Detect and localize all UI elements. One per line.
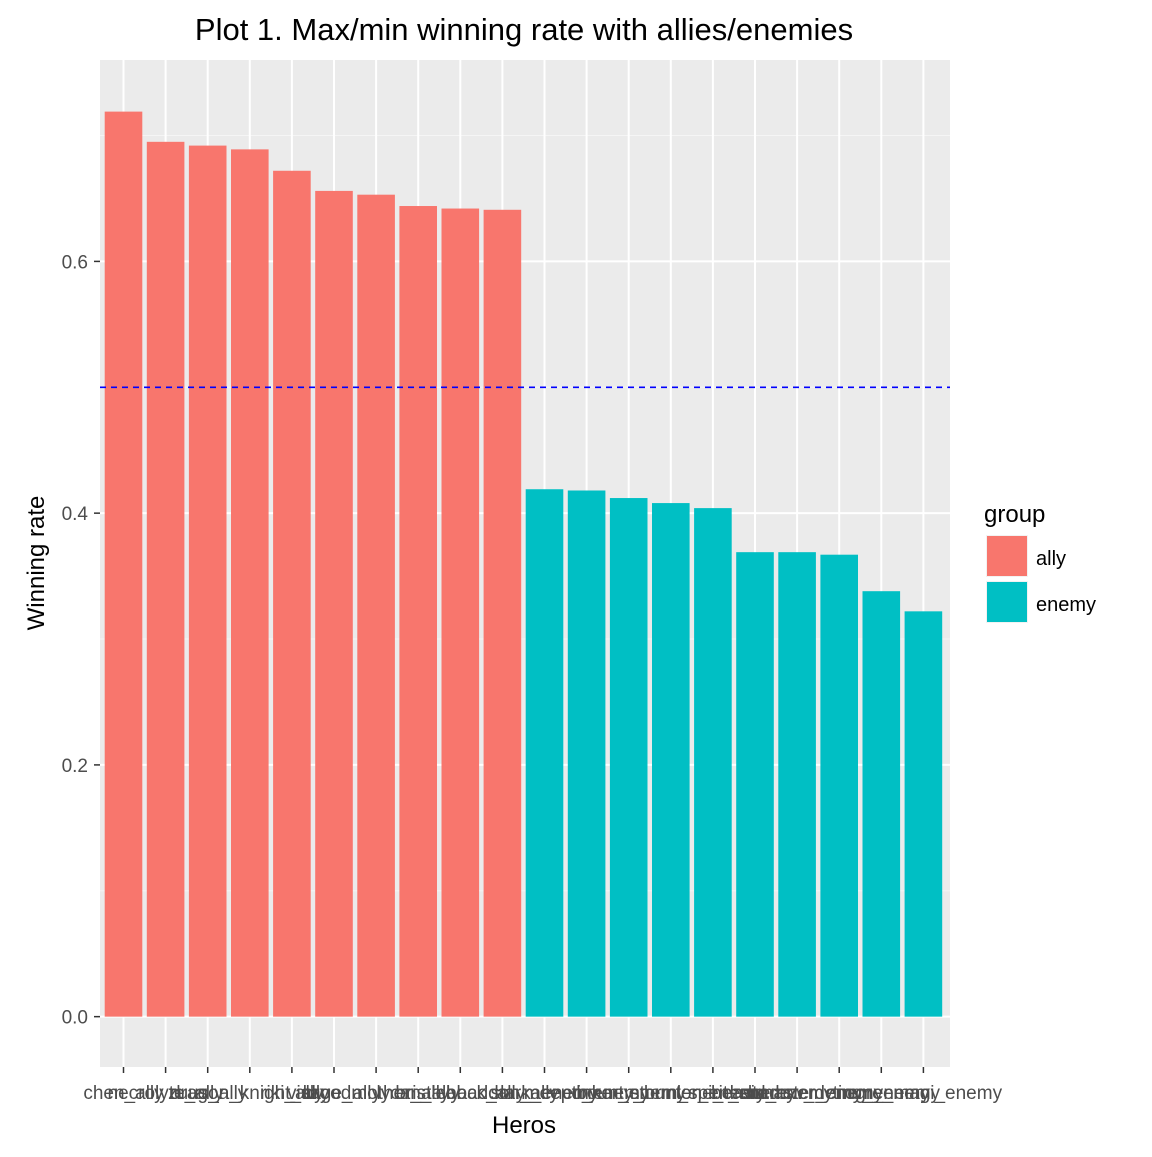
x-tick-label: riki_ally [260, 1083, 324, 1104]
bar-beastmaster_enemy [778, 552, 816, 1017]
bar-lone_druid_enemy [736, 552, 774, 1017]
x-tick-label: lycan_ally [376, 1083, 460, 1104]
bars [104, 111, 943, 1017]
bar-broodmother_ally [357, 194, 395, 1017]
x-tick-label: slark_enemy [491, 1083, 599, 1104]
x-tick-label: shadow_demon_enemy [738, 1083, 940, 1104]
x-axis-label: Heros [492, 1112, 556, 1139]
legend-label-ally: ally [1036, 548, 1066, 570]
bar-bristleback_ally [441, 208, 480, 1017]
y-axis-label: Winning rate [23, 496, 50, 631]
x-tick-label: visage_ally [287, 1083, 381, 1104]
x-tick-label: necrolyte_ally [108, 1083, 225, 1104]
x-axis: chen_allynecrolyte_allyzuus_allydragon_k… [83, 1067, 1003, 1104]
x-tick-label: lone_druid_enemy [677, 1083, 834, 1104]
bar-abaddon_ally [483, 209, 522, 1017]
legend-swatch-ally [987, 536, 1027, 576]
legend: group ally enemy [984, 501, 1096, 623]
x-tick-label: broodmother_ally [303, 1083, 450, 1104]
x-tick-label: abaddon_ally [446, 1083, 560, 1104]
bar-ogre_magi_enemy [904, 611, 943, 1017]
y-axis: 0.0 0.2 0.4 0.6 [62, 252, 100, 1029]
bar-chen_ally [104, 111, 143, 1017]
bar-slark_enemy [525, 489, 564, 1017]
x-tick-label: ogre_magi_enemy [845, 1083, 1003, 1104]
y-tick-label: 0.2 [62, 756, 88, 777]
x-tick-label: chen_ally [83, 1083, 164, 1104]
x-tick-label: bounty_hunter_enemy [576, 1083, 766, 1104]
bar-shadow_demon_enemy [820, 554, 858, 1017]
bar-bounty_hunter_enemy [652, 503, 690, 1017]
x-tick-label: tiny_enemy [833, 1083, 931, 1104]
x-tick-label: storm_spirit_enemy [630, 1083, 796, 1104]
legend-swatch-enemy [987, 582, 1027, 622]
legend-title: group [984, 501, 1045, 528]
x-tick-label: meepo_enemy [524, 1083, 650, 1104]
x-tick-label: dragon_knight_ally [170, 1083, 330, 1104]
chart-title: Plot 1. Max/min winning rate with allies… [195, 12, 853, 47]
bar-tiny_enemy [862, 591, 901, 1017]
legend-label-enemy: enemy [1036, 594, 1096, 616]
y-tick-label: 0.4 [62, 504, 89, 525]
bar-visage_ally [315, 190, 353, 1017]
x-tick-label: zuus_ally [168, 1083, 248, 1104]
y-tick-label: 0.0 [62, 1008, 88, 1029]
x-tick-label: beastmaster_enemy [711, 1083, 884, 1104]
bar-riki_ally [273, 170, 311, 1017]
bar-tinker_enemy [609, 498, 648, 1017]
bar-necrolyte_ally [146, 141, 185, 1017]
x-tick-label: bristleback_ally [395, 1083, 525, 1104]
bar-zuus_ally [188, 145, 227, 1017]
bar-meepo_enemy [567, 490, 606, 1017]
bar-dragon_knight_ally [231, 149, 269, 1017]
x-tick-label: tinker_enemy [572, 1083, 687, 1104]
bar-lycan_ally [399, 206, 437, 1017]
bar-storm_spirit_enemy [694, 508, 732, 1017]
y-tick-label: 0.6 [62, 252, 88, 273]
